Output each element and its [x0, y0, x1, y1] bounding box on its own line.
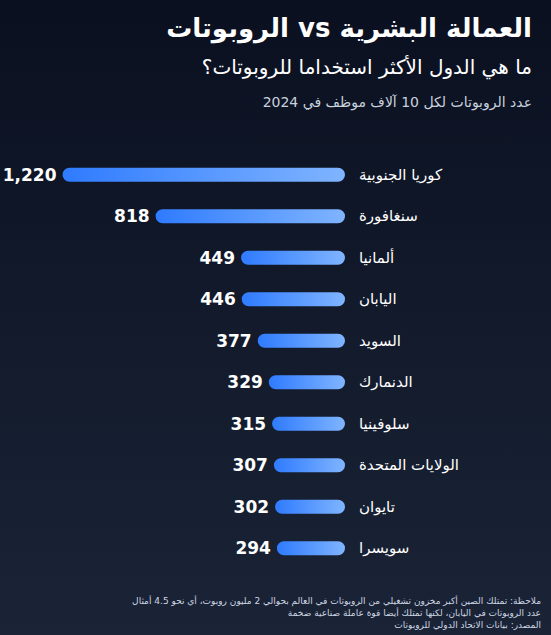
svg-text:446: 446	[200, 289, 236, 309]
svg-text:315: 315	[231, 414, 267, 434]
svg-text:307: 307	[232, 455, 268, 475]
svg-text:377: 377	[216, 331, 252, 351]
svg-text:السويد: السويد	[359, 332, 401, 350]
svg-text:ما هي الدول الأكثر استخداما لل: ما هي الدول الأكثر استخداما للروبوتات؟	[202, 55, 532, 80]
svg-text:818: 818	[114, 206, 150, 226]
svg-text:اليابان: اليابان	[359, 290, 397, 308]
svg-text:عدد الروبوتات لكل 10 آلاف موظف: عدد الروبوتات لكل 10 آلاف موظف في 2024	[263, 94, 532, 111]
svg-text:ألمانيا: ألمانيا	[359, 248, 394, 267]
svg-text:تايوان: تايوان	[359, 498, 395, 516]
svg-text:سويسرا: سويسرا	[359, 539, 409, 557]
svg-text:294: 294	[235, 538, 271, 558]
svg-text:سنغافورة: سنغافورة	[359, 207, 418, 225]
svg-text:1,220: 1,220	[3, 165, 57, 185]
svg-text:الدنمارك: الدنمارك	[359, 373, 413, 391]
svg-text:449: 449	[200, 248, 236, 268]
svg-text:كوريا الجنوبية: كوريا الجنوبية	[359, 166, 443, 184]
svg-text:سلوفينيا: سلوفينيا	[359, 415, 410, 433]
svg-text:329: 329	[227, 372, 263, 392]
svg-text:ملاحظة: تمتلك الصين أكبر مخزون: ملاحظة: تمتلك الصين أكبر مخزون تشغيلي من…	[132, 595, 541, 607]
svg-text:302: 302	[234, 497, 270, 517]
svg-text:الروبوتات vs العمالة البشرية: الروبوتات vs العمالة البشرية	[166, 13, 532, 44]
svg-text:المصدر: بيانات الاتحاد الدولي: المصدر: بيانات الاتحاد الدولي للروبوتات	[394, 620, 541, 630]
svg-text:عدد الروبوتات في اليابان، لكنه: عدد الروبوتات في اليابان، لكنها تمتلك أي…	[288, 607, 541, 618]
svg-text:الولايات المتحدة: الولايات المتحدة	[359, 456, 459, 474]
